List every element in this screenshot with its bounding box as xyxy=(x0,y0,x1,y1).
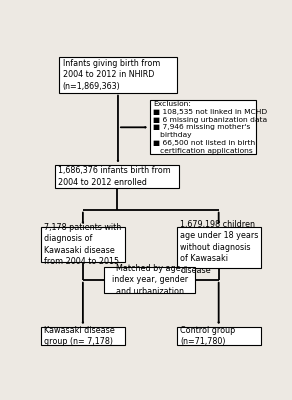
FancyBboxPatch shape xyxy=(55,165,179,188)
FancyBboxPatch shape xyxy=(59,57,177,93)
FancyBboxPatch shape xyxy=(105,267,195,293)
FancyBboxPatch shape xyxy=(41,227,125,262)
Text: Infants giving birth from
2004 to 2012 in NHIRD
(n=1,869,363): Infants giving birth from 2004 to 2012 i… xyxy=(62,59,160,91)
FancyBboxPatch shape xyxy=(177,327,260,345)
Text: 1,686,376 infants birth from
2004 to 2012 enrolled: 1,686,376 infants birth from 2004 to 201… xyxy=(58,166,171,187)
Text: 7,178 patients with
diagnosis of
Kawasaki disease
from 2004 to 2015: 7,178 patients with diagnosis of Kawasak… xyxy=(44,223,122,266)
Text: 1,679,198 children
age under 18 years
without diagnosis
of Kawasaki
disease: 1,679,198 children age under 18 years wi… xyxy=(180,220,259,275)
Text: Matched by age,
index year, gender
and urbanization: Matched by age, index year, gender and u… xyxy=(112,264,188,296)
FancyBboxPatch shape xyxy=(41,327,125,345)
Text: Kawasaki disease
group (n= 7,178): Kawasaki disease group (n= 7,178) xyxy=(44,326,115,346)
FancyBboxPatch shape xyxy=(177,227,260,268)
FancyBboxPatch shape xyxy=(150,100,256,154)
Text: Control group
(n=71,780): Control group (n=71,780) xyxy=(180,326,235,346)
Text: Exclusion:
■ 108,535 not linked in MCHD
■ 6 missing urbanization data
■ 7,946 mi: Exclusion: ■ 108,535 not linked in MCHD … xyxy=(153,101,267,154)
